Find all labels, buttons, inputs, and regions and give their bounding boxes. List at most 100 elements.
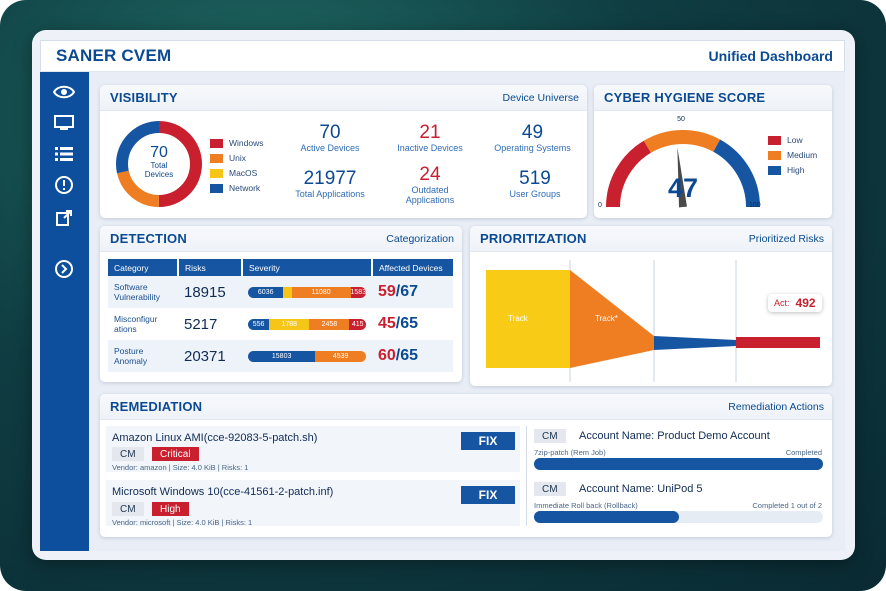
- gauge-max-label: 100: [749, 202, 761, 209]
- gauge-low-arc: [606, 140, 652, 208]
- legend-label: MacOS: [229, 168, 258, 178]
- risks-cell: 20371: [178, 340, 242, 372]
- list-icon[interactable]: [52, 144, 76, 164]
- legend-label: Windows: [229, 138, 264, 148]
- legend-high: High: [768, 165, 804, 175]
- metric-label: User Groups: [509, 189, 561, 199]
- hygiene-card: CYBER HYGIENE SCORE 0 50 100 47 Low Medi…: [594, 85, 832, 218]
- metric-value: 519: [519, 168, 551, 189]
- col-affected-devices[interactable]: Affected Devices: [372, 259, 453, 276]
- cm-tag: CM: [534, 482, 566, 496]
- detection-header: DETECTION Categorization: [100, 226, 462, 252]
- metric-label: Outdated: [411, 185, 449, 195]
- severity-segment: 15803: [248, 350, 316, 362]
- affected-total: /65: [395, 347, 419, 364]
- act-tooltip: Act: 492: [768, 294, 822, 312]
- metric-total-applications[interactable]: 21977 Total Applications: [285, 169, 375, 200]
- funnel-attend[interactable]: [654, 336, 736, 350]
- visibility-header: VISIBILITY Device Universe: [100, 85, 587, 111]
- stage-track-label: Track: [508, 314, 528, 323]
- next-icon[interactable]: [52, 259, 76, 279]
- funnel-track-star[interactable]: [570, 270, 654, 368]
- legend-label: Medium: [787, 150, 818, 160]
- remediation-item-name: Microsoft Windows 10(cce-41561-2-patch.i…: [112, 486, 334, 498]
- legend-label: High: [787, 165, 805, 175]
- risks-cell: 18915: [178, 276, 242, 308]
- detection-row[interactable]: Misconfigur ations 5217 556 1788 2458 415 45…: [108, 308, 453, 340]
- legend-swatch: [210, 153, 223, 163]
- funnel-track[interactable]: [486, 270, 570, 368]
- metric-user-groups[interactable]: 519 User Groups: [495, 168, 575, 200]
- stage-attend-label: Attend: [662, 313, 689, 323]
- act-tooltip-label: Act:: [774, 298, 790, 308]
- metric-operating-systems[interactable]: 49 Operating Systems: [485, 123, 580, 154]
- detection-card: DETECTION Categorization Category Risks …: [100, 226, 462, 382]
- metric-value: 24: [419, 164, 441, 185]
- affected-count: 60: [378, 347, 396, 364]
- detection-row[interactable]: Posture Anomaly 20371 15803 4539 60/65: [108, 340, 453, 372]
- device-universe-link[interactable]: Device Universe: [502, 91, 579, 104]
- affected-total: /67: [395, 283, 419, 300]
- severity-bar: 556 1788 2458 415: [248, 318, 366, 330]
- prioritization-title: PRIORITIZATION: [480, 231, 587, 246]
- legend-macos: MacOS: [210, 168, 257, 178]
- affected-count: 59: [378, 283, 396, 300]
- fix-button[interactable]: FIX: [461, 432, 515, 450]
- donut-slice-network[interactable]: [116, 121, 202, 207]
- metric-outdated-applications[interactable]: 24 Outdated Applications: [390, 164, 470, 206]
- legend-unix: Unix: [210, 153, 246, 163]
- gauge-min-label: 0: [598, 202, 602, 209]
- job-status: Completed: [785, 448, 822, 457]
- category-text: Posture: [114, 346, 144, 356]
- remediation-item-meta: Vendor: amazon | Size: 4.0 KiB | Risks: …: [112, 463, 249, 472]
- account-name: Account Name: UniPod 5: [579, 483, 703, 495]
- affected-devices-cell: 60/65: [372, 340, 453, 372]
- affected-devices-cell: 59/67: [372, 276, 453, 308]
- categorization-link[interactable]: Categorization: [386, 232, 454, 245]
- cm-tag: CM: [534, 429, 566, 443]
- risks-cell: 5217: [184, 315, 218, 333]
- severity-segment: 11080: [291, 286, 351, 298]
- prioritization-header: PRIORITIZATION Prioritized Risks: [470, 226, 832, 252]
- category-cell: Posture Anomaly: [108, 340, 178, 372]
- legend-medium: Medium: [768, 150, 817, 160]
- metric-inactive-devices[interactable]: 21 Inactive Devices: [385, 123, 475, 154]
- remediation-divider: [526, 426, 527, 526]
- metric-active-devices[interactable]: 70 Active Devices: [290, 122, 370, 154]
- legend-label: Low: [787, 135, 803, 145]
- metric-label: Applications: [405, 195, 455, 205]
- affected-devices-cell: 45/65: [372, 308, 453, 340]
- fix-button[interactable]: FIX: [461, 486, 515, 504]
- remediation-card: REMEDIATION Remediation Actions Amazon L…: [100, 394, 832, 537]
- export-icon[interactable]: [52, 208, 76, 228]
- severity-cell: 556 1788 2458 415: [242, 308, 372, 340]
- prioritized-risks-link[interactable]: Prioritized Risks: [748, 232, 824, 245]
- stage-track-star-label: Track*: [595, 314, 618, 323]
- monitor-icon[interactable]: [52, 113, 76, 133]
- alert-icon[interactable]: [52, 175, 76, 195]
- detection-row[interactable]: Software Vulnerability 18915 6036 11080 158…: [108, 276, 453, 308]
- legend-network: Network: [210, 183, 260, 193]
- col-risks[interactable]: Risks: [178, 259, 243, 276]
- legend-swatch: [768, 135, 781, 145]
- severity-segment: 415: [349, 318, 366, 330]
- col-category[interactable]: Category: [108, 259, 179, 276]
- severity-segment: 4539: [315, 350, 366, 362]
- hygiene-header: CYBER HYGIENE SCORE: [594, 85, 832, 111]
- affected-count: 45: [378, 315, 396, 332]
- category-cell: Software Vulnerability: [108, 276, 178, 308]
- metric-value: 70: [319, 122, 341, 143]
- category-text: Vulnerability: [114, 292, 160, 302]
- hygiene-gauge: [606, 130, 760, 208]
- funnel-act[interactable]: [736, 337, 820, 348]
- remediation-actions-link[interactable]: Remediation Actions: [728, 400, 824, 413]
- prioritization-funnel: [486, 260, 820, 382]
- eye-icon[interactable]: [52, 82, 76, 102]
- remediation-header: REMEDIATION Remediation Actions: [100, 394, 832, 420]
- brand-title: SANER CVEM: [56, 45, 172, 65]
- metric-label: Active Devices: [300, 143, 360, 153]
- severity-segment: 6036: [248, 286, 284, 298]
- col-severity[interactable]: Severity: [242, 259, 373, 276]
- legend-swatch: [768, 165, 781, 175]
- detection-table-header: Category Risks Severity Affected Devices: [108, 259, 453, 276]
